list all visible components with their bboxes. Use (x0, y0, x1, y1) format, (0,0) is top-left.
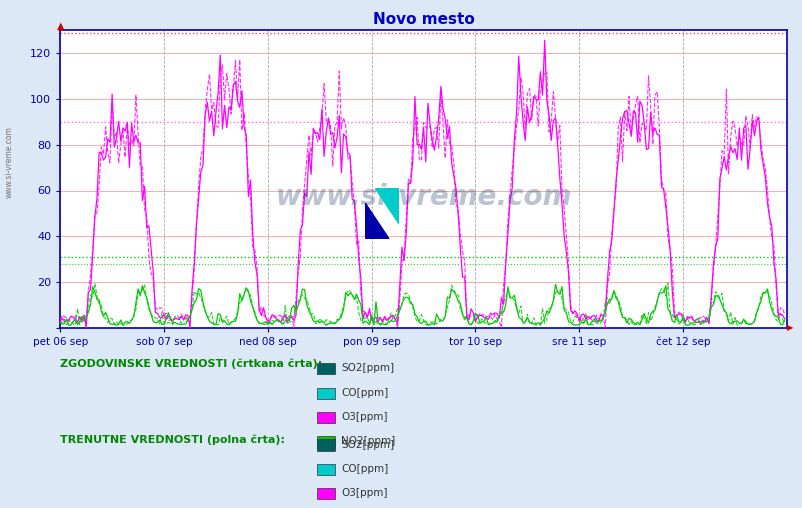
Text: www.si-vreme.com: www.si-vreme.com (5, 126, 14, 199)
Text: ▶: ▶ (786, 323, 792, 332)
Text: SO2[ppm]: SO2[ppm] (341, 363, 394, 373)
Text: SO2[ppm]: SO2[ppm] (341, 439, 394, 450)
Text: O3[ppm]: O3[ppm] (341, 488, 387, 498)
Title: Novo mesto: Novo mesto (372, 12, 474, 26)
Polygon shape (365, 203, 388, 239)
Text: ▲: ▲ (56, 20, 64, 30)
Text: www.si-vreme.com: www.si-vreme.com (275, 183, 571, 211)
Text: CO[ppm]: CO[ppm] (341, 388, 388, 398)
Text: CO[ppm]: CO[ppm] (341, 464, 388, 474)
Text: TRENUTNE VREDNOSTI (polna črta):: TRENUTNE VREDNOSTI (polna črta): (60, 434, 285, 445)
Text: O3[ppm]: O3[ppm] (341, 412, 387, 422)
Polygon shape (375, 188, 399, 224)
Text: ZGODOVINSKE VREDNOSTI (črtkana črta):: ZGODOVINSKE VREDNOSTI (črtkana črta): (60, 358, 322, 369)
Text: NO2[ppm]: NO2[ppm] (341, 436, 395, 447)
